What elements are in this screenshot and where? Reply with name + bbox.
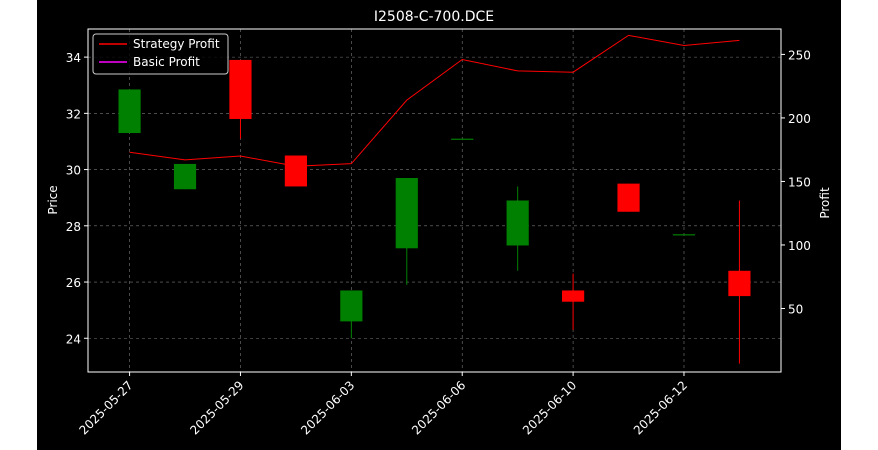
plot-frame — [87, 28, 782, 373]
candle-body — [451, 138, 474, 140]
legend-label-basic-profit: Basic Profit — [133, 55, 200, 69]
candle-body — [728, 270, 751, 297]
legend: Strategy Profit Basic Profit — [92, 33, 229, 75]
candle-body — [506, 200, 529, 246]
y-tick-label-right: 200 — [788, 112, 811, 126]
figure-background — [37, 0, 841, 450]
candle — [395, 178, 418, 285]
y-tick-label-left: 34 — [66, 51, 81, 65]
y-tick-label-right: 50 — [788, 302, 803, 316]
legend-label-strategy-profit: Strategy Profit — [133, 37, 220, 51]
candle — [728, 200, 751, 364]
candle — [229, 59, 252, 139]
chart-title: I2508-C-700.DCE — [374, 9, 494, 25]
candle — [118, 89, 141, 134]
y-tick-label-left: 30 — [66, 164, 81, 178]
candle-body — [395, 178, 418, 249]
y-tick-label-right: 250 — [788, 48, 811, 62]
candle — [284, 155, 307, 187]
candle — [617, 183, 640, 212]
candle-body — [617, 183, 640, 212]
candle-body — [284, 155, 307, 187]
candle-body — [173, 163, 197, 190]
y-axis-label-right: Profit — [818, 187, 832, 219]
y-tick-label-right: 100 — [788, 239, 811, 253]
candle — [672, 234, 696, 236]
candle — [506, 186, 529, 271]
y-axis-label-left: Price — [46, 185, 60, 214]
y-tick-label-left: 32 — [66, 107, 81, 121]
candle — [340, 290, 363, 339]
y-tick-label-left: 28 — [66, 220, 81, 234]
candle-body — [118, 89, 141, 134]
candle-body — [672, 234, 696, 236]
plot-marks — [118, 34, 751, 364]
y-tick-label-left: 26 — [66, 276, 81, 290]
candle-body — [562, 290, 585, 302]
candle — [562, 273, 585, 330]
candle-body — [229, 59, 252, 119]
y-tick-label-left: 24 — [66, 332, 81, 346]
y-tick-label-right: 150 — [788, 175, 811, 189]
candle — [451, 138, 474, 140]
series-line-strategy-profit — [129, 34, 740, 167]
candle-body — [340, 290, 363, 322]
candle — [173, 163, 197, 190]
